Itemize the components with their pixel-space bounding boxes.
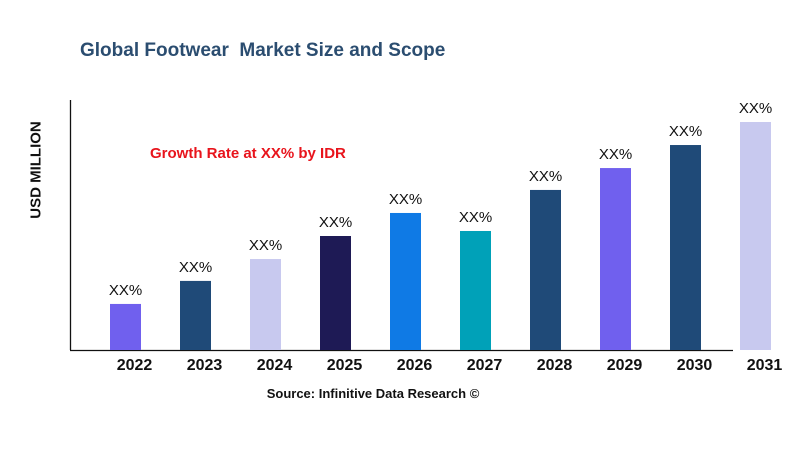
data-label-2031: XX% (739, 100, 772, 117)
x-tick-label-2026: 2026 (397, 357, 433, 374)
chart-title: Global Footwear Market Size and Scope (80, 40, 446, 61)
x-tick-label-2031: 2031 (747, 357, 783, 374)
bar-2024 (250, 259, 281, 350)
x-tick-label-2027: 2027 (467, 357, 503, 374)
data-label-2026: XX% (389, 191, 422, 208)
source-note: Source: Infinitive Data Research © (266, 386, 480, 401)
x-tick-label-2022: 2022 (117, 357, 153, 374)
bar-2030 (670, 145, 701, 350)
data-label-2027: XX% (459, 209, 492, 226)
x-tick-label-2028: 2028 (537, 357, 573, 374)
data-label-2023: XX% (179, 259, 212, 276)
data-label-2028: XX% (529, 168, 562, 185)
bar-2031 (740, 122, 771, 350)
data-label-2022: XX% (109, 282, 142, 299)
x-tick-label-2025: 2025 (327, 357, 363, 374)
x-tick-label-2024: 2024 (257, 357, 293, 374)
bar-2022 (110, 303, 141, 350)
data-label-2029: XX% (599, 146, 632, 163)
growth-rate-annotation: Growth Rate at XX% by IDR (150, 145, 346, 162)
bar-2025 (320, 236, 351, 350)
bar-2023 (180, 280, 211, 350)
data-label-2025: XX% (319, 214, 352, 231)
data-label-2030: XX% (669, 123, 702, 140)
bar-2029 (600, 168, 631, 350)
data-label-2024: XX% (249, 237, 282, 254)
bar-2027 (460, 230, 491, 350)
bar-2028 (530, 189, 561, 350)
x-tick-label-2030: 2030 (677, 357, 713, 374)
x-tick-label-2029: 2029 (607, 357, 643, 374)
bar-2026 (390, 212, 421, 350)
x-tick-label-2023: 2023 (187, 357, 223, 374)
